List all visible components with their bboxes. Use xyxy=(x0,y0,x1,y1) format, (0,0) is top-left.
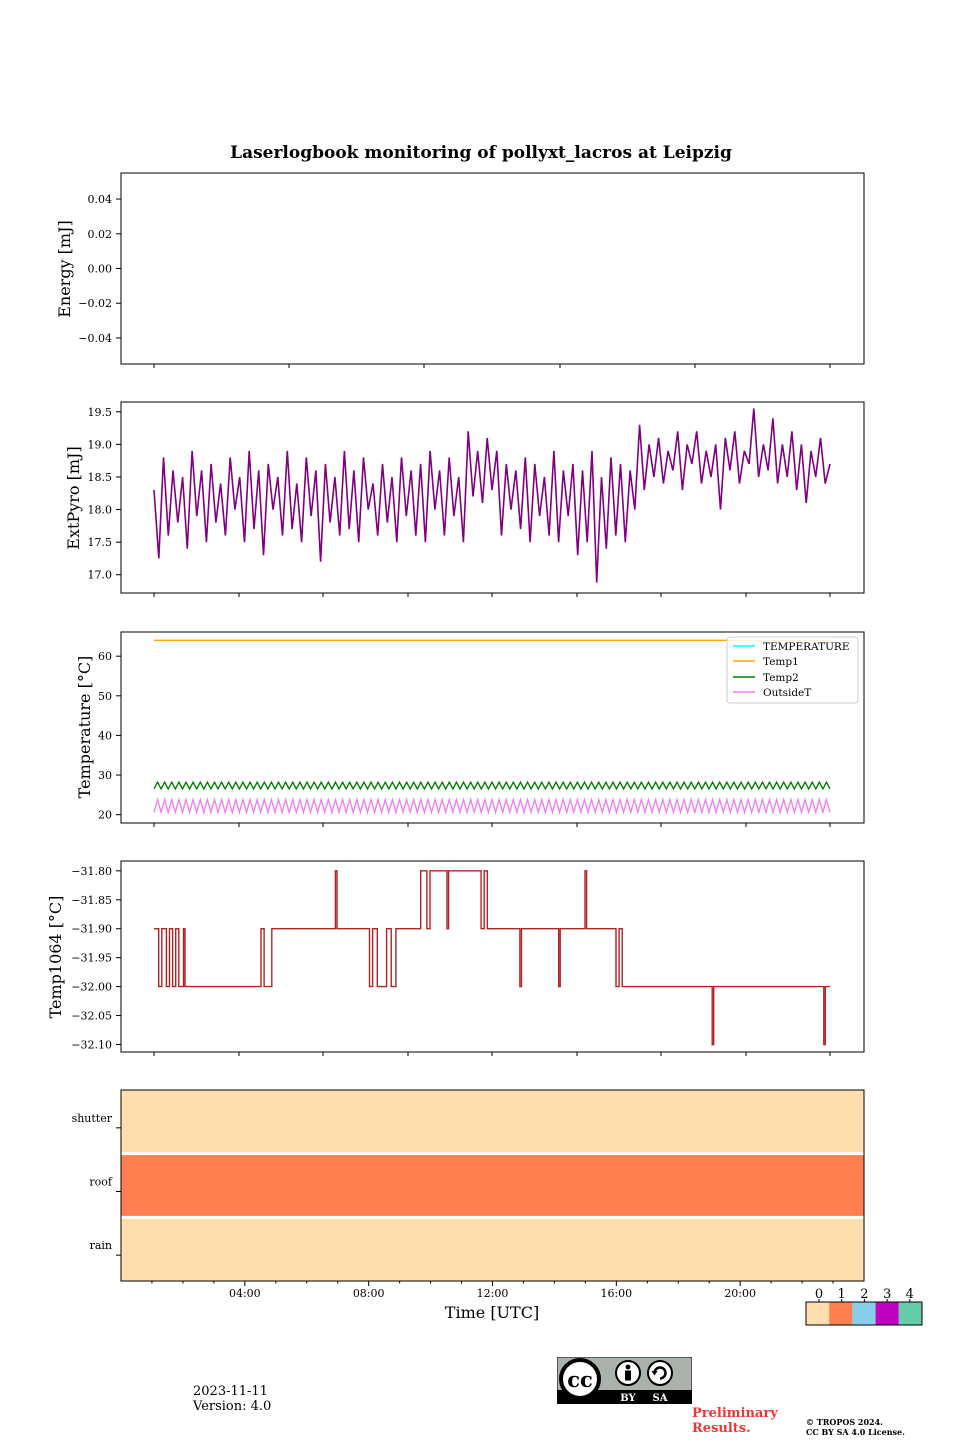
x-tick-label: 12:00 xyxy=(477,1287,509,1300)
status-rows xyxy=(121,1090,864,1281)
cc-logo-sa: SA xyxy=(653,1393,668,1404)
colorbar-tick-label: 3 xyxy=(883,1287,891,1302)
status-row-label: rain xyxy=(90,1239,112,1252)
cc-logo-by: BY xyxy=(620,1393,636,1404)
status-panel: shutter roof rain 04:00 08:00 12:00 16:00 20:0… xyxy=(72,1089,923,1326)
x-tick-label: 16:00 xyxy=(600,1287,632,1300)
legend-label-temp1: Temp1 xyxy=(763,656,799,668)
y-tick-label: −31.85 xyxy=(71,894,112,907)
y-tick-label: 18.5 xyxy=(88,471,113,484)
status-row-shutter xyxy=(121,1090,864,1154)
y-tick-label: 20 xyxy=(98,809,112,822)
temp2-series-line xyxy=(153,780,831,791)
y-tick-label: −31.95 xyxy=(71,952,112,965)
y-tick-label: 0.04 xyxy=(88,193,113,206)
y-tick-label: −31.90 xyxy=(71,923,112,936)
temp1064-series-line xyxy=(154,870,830,1046)
temperature-y-label: Temperature [°C] xyxy=(75,656,94,799)
colorbar-tick-label: 1 xyxy=(838,1287,846,1302)
y-tick-label: 30 xyxy=(98,769,112,782)
y-tick-label: 17.0 xyxy=(88,569,113,582)
status-row-labels: shutter roof rain xyxy=(72,1112,121,1256)
temp1064-x-ticks xyxy=(153,1052,831,1056)
status-row-label: shutter xyxy=(72,1112,113,1125)
temp1064-plot-area xyxy=(120,860,865,1053)
extpyro-x-ticks xyxy=(153,593,831,597)
y-tick-label: 40 xyxy=(98,729,112,742)
status-row-rain xyxy=(121,1217,864,1281)
temperature-y-ticks: 60 50 40 30 20 xyxy=(98,650,121,822)
outsidet-series-line xyxy=(153,796,831,815)
y-tick-label: −31.80 xyxy=(71,865,112,878)
y-tick-label: −0.02 xyxy=(78,297,112,310)
legend-frame xyxy=(726,636,859,704)
y-tick-label: −32.00 xyxy=(71,981,112,994)
x-tick-label: 08:00 xyxy=(353,1287,385,1300)
temperature-x-ticks xyxy=(153,823,831,827)
colorbar-tick-label: 4 xyxy=(906,1287,914,1302)
legend-label-outsidet: OutsideT xyxy=(763,687,811,699)
y-tick-label: 19.5 xyxy=(88,406,113,419)
energy-y-label: Energy [mJ] xyxy=(55,220,74,318)
legend-label-temp2: Temp2 xyxy=(763,672,799,684)
time-x-ticks: 04:00 08:00 12:00 16:00 20:00 xyxy=(151,1281,834,1300)
cc-logo-cc: cc xyxy=(567,1367,593,1392)
x-tick-label: 04:00 xyxy=(229,1287,261,1300)
colorbar-tick-label: 0 xyxy=(815,1287,823,1302)
temperature-legend: TEMPERATURE Temp1 Temp2 OutsideT xyxy=(726,636,859,704)
y-tick-label: 0.02 xyxy=(88,228,113,241)
extpyro-panel: 19.5 19.0 18.5 18.0 17.5 17.0 ExtPyro [mJ] xyxy=(64,401,865,597)
y-tick-label: 50 xyxy=(98,690,112,703)
temp1064-y-label: Temp1064 [°C] xyxy=(46,896,65,1019)
colorbar-swatch-0 xyxy=(806,1302,830,1325)
y-tick-label: −0.04 xyxy=(78,332,112,345)
temperature-panel: 60 50 40 30 20 Temperature [°C] TEMPERATURE … xyxy=(75,631,865,827)
energy-plot-area xyxy=(120,172,865,365)
colorbar-swatch-1 xyxy=(829,1302,853,1325)
status-row-label: roof xyxy=(89,1176,113,1189)
extpyro-y-label: ExtPyro [mJ] xyxy=(64,446,83,549)
temp1064-y-ticks: −31.80 −31.85 −31.90 −31.95 −32.00 −32.05 −32.… xyxy=(71,865,121,1051)
copyright-note: © TROPOS 2024. CC BY SA 4.0 License. xyxy=(806,1417,905,1437)
status-row-roof xyxy=(121,1153,864,1218)
colorbar-swatch-4 xyxy=(898,1302,922,1325)
x-tick-label: 20:00 xyxy=(724,1287,756,1300)
temp1064-panel: −31.80 −31.85 −31.90 −31.95 −32.00 −32.05 −32.… xyxy=(46,860,865,1056)
y-tick-label: 19.0 xyxy=(88,438,113,451)
footer-date: 2023-11-11 xyxy=(193,1384,268,1399)
extpyro-series-line xyxy=(153,408,831,583)
time-x-label: Time [UTC] xyxy=(445,1303,539,1322)
colorbar-tick-label: 2 xyxy=(860,1287,868,1302)
footer-version: Version: 4.0 xyxy=(193,1399,272,1414)
y-tick-label: −32.05 xyxy=(71,1010,112,1023)
energy-panel: 0.04 0.02 0.00 −0.02 −0.04 Energy [mJ] xyxy=(55,172,865,368)
preliminary-line-1: Preliminary xyxy=(692,1406,778,1421)
energy-y-ticks: 0.04 0.02 0.00 −0.02 −0.04 xyxy=(78,193,121,345)
figure-title: Laserlogbook monitoring of pollyxt_lacro… xyxy=(230,143,732,163)
colorbar-swatch-3 xyxy=(875,1302,899,1325)
copyright-line-2: CC BY SA 4.0 License. xyxy=(806,1427,905,1437)
y-tick-label: 60 xyxy=(98,650,112,663)
preliminary-line-2: Results. xyxy=(692,1421,751,1436)
y-tick-label: 0.00 xyxy=(88,263,113,276)
colorbar-swatch-2 xyxy=(852,1302,876,1325)
y-tick-label: −32.10 xyxy=(71,1038,112,1051)
legend-label-temperature: TEMPERATURE xyxy=(763,641,850,653)
energy-x-ticks xyxy=(153,364,831,368)
copyright-line-1: © TROPOS 2024. xyxy=(806,1417,883,1427)
extpyro-y-ticks: 19.5 19.0 18.5 18.0 17.5 17.0 xyxy=(88,406,121,582)
footer-meta: 2023-11-11 Version: 4.0 xyxy=(193,1384,271,1414)
y-tick-label: 17.5 xyxy=(88,536,113,549)
y-tick-label: 18.0 xyxy=(88,504,113,517)
preliminary-note: Preliminary Results. xyxy=(692,1406,778,1436)
cc-by-sa-logo: cc BY SA xyxy=(557,1357,692,1404)
